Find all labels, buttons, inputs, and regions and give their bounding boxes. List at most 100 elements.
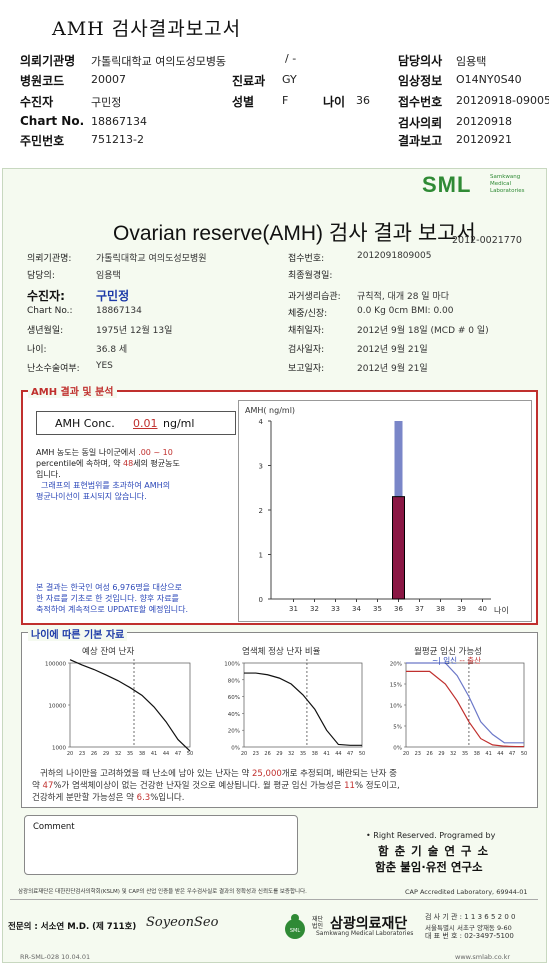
foundation-logo-icon: SML [283,912,307,940]
report-title: Ovarian reserve(AMH) 검사 결과 보고서 [113,222,476,245]
info-label: 생년월일: [27,326,64,336]
x-tick-label: 31 [289,605,298,613]
amh-conc-label: AMH Conc. [55,417,115,430]
y-tick-label: 20% [228,729,240,735]
header-label: 병원코드 [20,74,65,88]
info-value: 2012년 9월 18일 (MCD # 0 일) [357,326,489,336]
chart-pregnancy-rate: 월평균 임신 가능성 ~| 임신 -- 출산 20% 15% 10% 5% 0% 20 23… [374,645,534,763]
svg-text:SML: SML [290,928,300,934]
info-label: 의뢰기관명: [27,254,72,264]
header-label: 진료과 [232,74,266,88]
plot-frame [405,662,525,748]
x-tick-label: 39 [457,605,466,613]
x-tick-label: 36 [394,605,403,613]
header-label: 임상정보 [398,74,443,88]
lab-url: www.smlab.co.kr [455,953,511,961]
header-label: 검사의뢰 [398,116,443,130]
foundation-name-en: Samkwang Medical Laboratories [316,930,414,937]
info-label: 보고일자: [288,364,325,374]
y-tick-label: 1 [259,552,263,560]
y-tick-label: 100% [224,662,240,668]
header-label: 접수번호 [398,95,443,109]
x-tick-label: 44 [163,751,169,757]
x-tick-label: 50 [359,751,365,757]
amh-conc-value: 0.01 [133,417,158,430]
header-value: O14NY0S40 [456,73,522,86]
info-value: YES [96,361,113,371]
amh-conc-unit: ng/ml [163,417,195,430]
address-line3: 대 표 번 호 : 02-3497-5100 [425,932,514,940]
header-label: Chart No. [20,114,85,128]
x-tick-label: 47 [175,751,181,757]
amh-result-box: AMH Conc. 0.01 ng/ml AMH 농도는 동일 나이군에서 .0… [21,390,538,625]
info-value: 36.8 세 [96,345,128,355]
y-tick-label: 1000 [52,746,66,752]
info-value: 가톨릭대학교 여의도성모병원 [96,254,207,264]
header-value: F [282,94,289,107]
x-tick-label: 32 [310,605,319,613]
info-label: 검사일자: [288,345,325,355]
header-value: 가톨릭대학교 여의도성모병동 [91,55,227,68]
x-tick-label: 26 [91,751,97,757]
header-value: 임용택 [456,55,487,68]
info-value: 임용택 [96,271,121,281]
y-tick-label: 10000 [49,704,67,710]
info-value: 0.0 Kg 0cm BMI: 0.00 [357,306,454,316]
info-label: 체중/신장: [288,309,328,319]
info-label: 최종월경일: [288,271,333,281]
amh-conc-box: AMH Conc. 0.01 ng/ml [36,411,236,435]
info-value: 구민정 [96,289,130,303]
chart3-title: 월평균 임신 가능성 [414,647,482,657]
range-bar [394,421,403,497]
amh-analysis-line3: 입니다. [36,470,61,479]
y-tick-label: 5% [393,725,402,731]
address-line2: 서울특별시 서초구 양재동 9-60 [425,924,512,932]
page-title: AMH 검사결과보고서 [52,18,242,40]
header-value: 20007 [91,73,126,86]
x-tick-label: 32 [450,751,456,757]
x-axis-label: 나이 [494,605,509,615]
x-tick-label: 33 [331,605,340,613]
info-label: 난소수술여부: [27,364,80,374]
header-value: 751213-2 [91,133,144,146]
amh-footnote-line2: 한 자료를 기초로 한 것입니다. 향후 자료를 [36,594,179,603]
header-label: 결과보고 [398,134,443,148]
amh-chart-box: AMH( ng/ml) 0 1 2 3 4 31 32 33 34 35 36 37 38 39 40 나이 [238,400,532,622]
signer-name: 전문의 : 서소연 M.D. (제 711호) [8,922,137,932]
logo-subtitle: Samkwang Medical Laboratories [490,174,525,194]
chart-remaining-eggs: 예상 잔여 난자 100000 10000 1000 20 23 26 29 32 35 38 41… [30,645,198,763]
series-line [69,659,191,752]
amh-section-tag: AMH 결과 및 분석 [28,383,117,398]
info-value: 2012년 9월 21일 [357,345,428,355]
series-line [406,670,524,748]
comment-box: Comment [24,815,298,875]
x-tick-label: 41 [323,751,329,757]
summary-line2: 약 47%가 염색체이상이 없는 건강한 난자일 것으로 예상됩니다. 월 평균… [32,781,400,791]
y-tick-label: 40% [228,712,240,718]
y-tick-label: 20% [390,662,402,668]
info-label: 과거생리습관: [288,292,341,302]
info-label: 나이: [27,345,47,355]
x-tick-label: 35 [127,751,133,757]
sml-logo: SML Samkwang Medical Laboratories [422,172,525,197]
age-data-box: 예상 잔여 난자 100000 10000 1000 20 23 26 29 32 35 38 41… [21,632,538,808]
x-tick-label: 23 [253,751,259,757]
x-tick-label: 35 [373,605,382,613]
x-tick-label: 35 [462,751,468,757]
x-tick-label: 32 [288,751,294,757]
header-label: 주민번호 [20,134,65,148]
x-tick-label: 40 [478,605,487,613]
x-tick-label: 20 [67,751,73,757]
y-tick-label: 0% [231,746,240,752]
y-tick-label: 15% [390,683,402,689]
programmer-2: 함춘 불임·유전 연구소 [375,860,483,874]
amh-footnote-line3: 축적하여 계속적으로 UPDATE할 예정입니다. [36,605,189,614]
header-label: 담당의사 [398,54,443,68]
amh-analysis-line2: percentile에 속하며, 약 48세의 평균농도 [36,459,180,468]
x-tick-label: 38 [436,605,445,613]
y-tick-label: 0 [259,596,263,604]
rights-text: • Right Reserved. Programed by [366,831,496,840]
comment-label: Comment [33,822,75,832]
x-tick-label: 29 [103,751,109,757]
